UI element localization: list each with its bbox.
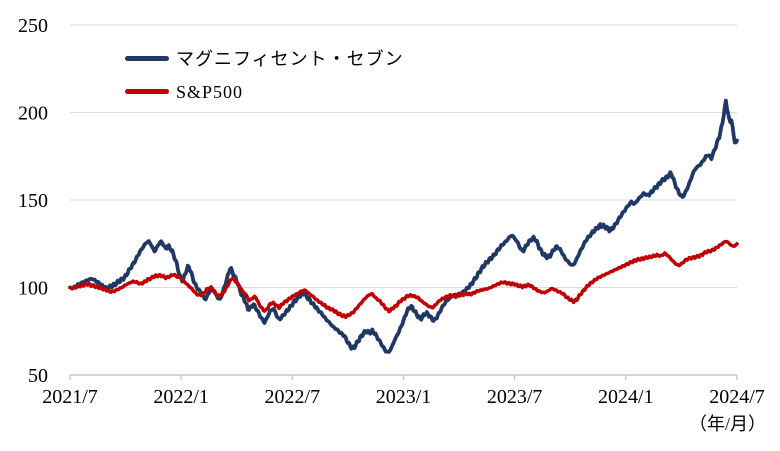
legend-item-magnificent-seven: マグニフィセント・セブン: [125, 42, 404, 75]
sp500-line-swatch: [125, 89, 169, 94]
legend-label-sp500: S&P500: [176, 81, 244, 102]
y-axis-tick-label: 200: [18, 103, 48, 125]
y-axis-tick-label: 150: [18, 190, 48, 212]
legend: マグニフィセント・セブン S&P500: [125, 42, 404, 108]
y-axis-tick-label: 250: [18, 15, 48, 37]
y-axis-tick-label: 50: [28, 365, 48, 387]
y-axis-tick-label: 100: [18, 278, 48, 300]
x-axis-tick-label: 2024/1: [598, 386, 654, 408]
x-axis-tick-label: 2022/1: [153, 386, 209, 408]
x-axis-tick-label: 2022/7: [265, 386, 321, 408]
magnificent-seven-line: [68, 98, 739, 354]
x-axis-tick-label: 2023/1: [376, 386, 432, 408]
magnificent-seven-line-swatch: [125, 56, 169, 61]
axis-unit-note: （年/月）: [689, 414, 766, 434]
sp500-line: [68, 239, 739, 320]
x-axis-tick-label: 2021/7: [42, 386, 98, 408]
x-axis-tick-label: 2024/7: [709, 386, 765, 408]
legend-label-magnificent-seven: マグニフィセント・セブン: [176, 48, 404, 69]
x-axis-tick-label: 2023/7: [487, 386, 543, 408]
legend-item-sp500: S&P500: [125, 75, 404, 108]
